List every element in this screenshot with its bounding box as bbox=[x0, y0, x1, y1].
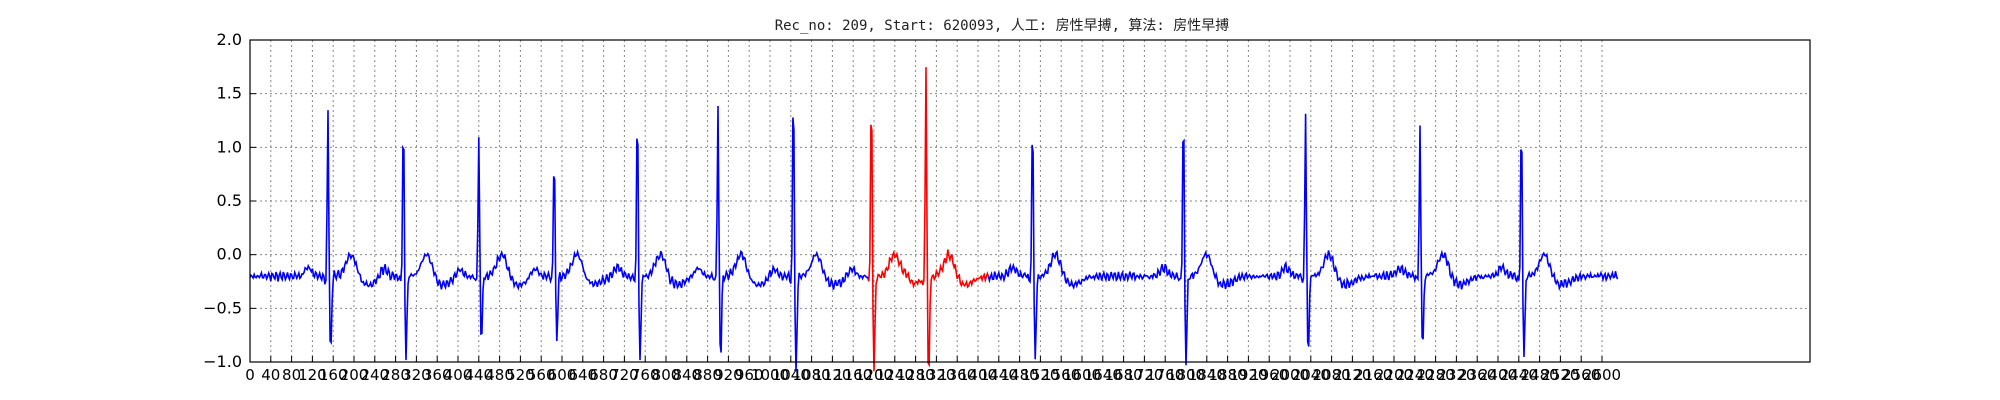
x-axis-ticks: 0 40 8012016020024028032036040044048052056… bbox=[245, 356, 1621, 384]
y-tick-label: −0.5 bbox=[203, 298, 242, 317]
x-tick-label: 320 bbox=[402, 366, 431, 384]
x-tick-label: 1560 bbox=[1042, 366, 1080, 384]
x-tick-label: 840 bbox=[672, 366, 701, 384]
x-tick-label: 2440 bbox=[1500, 366, 1538, 384]
x-tick-label: 1360 bbox=[938, 366, 976, 384]
x-tick-label: 1120 bbox=[813, 366, 851, 384]
x-tick-label: 80 bbox=[282, 366, 301, 384]
x-tick-label: 680 bbox=[589, 366, 618, 384]
x-tick-label: 2480 bbox=[1521, 366, 1559, 384]
x-tick-label: 800 bbox=[652, 366, 681, 384]
y-tick-label: 0.5 bbox=[217, 191, 242, 210]
series-line-normal-1 bbox=[249, 105, 870, 372]
x-tick-label: 1200 bbox=[855, 366, 893, 384]
x-tick-label: 400 bbox=[444, 366, 473, 384]
x-tick-label: 1080 bbox=[793, 366, 831, 384]
x-tick-label: 0 bbox=[245, 366, 255, 384]
series-line-premature-beat bbox=[868, 67, 990, 372]
x-tick-label: 160 bbox=[319, 366, 348, 384]
x-tick-label: 2280 bbox=[1417, 366, 1455, 384]
x-tick-label: 1240 bbox=[876, 366, 914, 384]
y-tick-label: 1.5 bbox=[217, 84, 242, 103]
x-tick-label: 1160 bbox=[834, 366, 872, 384]
x-tick-label: 1880 bbox=[1209, 366, 1247, 384]
x-tick-label: 2320 bbox=[1437, 366, 1475, 384]
x-tick-label: 2000 bbox=[1271, 366, 1309, 384]
x-tick-label: 1840 bbox=[1188, 366, 1226, 384]
x-tick-label: 1520 bbox=[1021, 366, 1059, 384]
x-tick-label: 1400 bbox=[959, 366, 997, 384]
x-tick-label: 1600 bbox=[1063, 366, 1101, 384]
x-tick-label: 120 bbox=[298, 366, 327, 384]
x-tick-label: 1720 bbox=[1125, 366, 1163, 384]
x-tick-label: 2040 bbox=[1292, 366, 1330, 384]
x-tick-label: 2560 bbox=[1562, 366, 1600, 384]
x-tick-label: 440 bbox=[464, 366, 493, 384]
x-tick-label: 520 bbox=[506, 366, 535, 384]
x-tick-label: 560 bbox=[527, 366, 556, 384]
x-tick-label: 2400 bbox=[1479, 366, 1517, 384]
x-tick-label: 920 bbox=[714, 366, 743, 384]
x-tick-label: 2360 bbox=[1458, 366, 1496, 384]
x-tick-label: 280 bbox=[381, 366, 410, 384]
y-tick-label: 0.0 bbox=[217, 245, 242, 264]
x-tick-label: 2600 bbox=[1583, 366, 1621, 384]
x-tick-label: 720 bbox=[610, 366, 639, 384]
grid-lines bbox=[250, 40, 1810, 362]
x-tick-label: 40 bbox=[261, 366, 280, 384]
x-tick-label: 1680 bbox=[1105, 366, 1143, 384]
x-tick-label: 760 bbox=[631, 366, 660, 384]
x-tick-label: 200 bbox=[340, 366, 369, 384]
y-tick-label: 2.0 bbox=[217, 30, 242, 49]
x-tick-label: 2120 bbox=[1333, 366, 1371, 384]
ecg-series bbox=[249, 67, 1619, 372]
x-tick-label: 2200 bbox=[1375, 366, 1413, 384]
y-tick-label: −1.0 bbox=[203, 352, 242, 371]
x-tick-label: 1320 bbox=[917, 366, 955, 384]
x-tick-label: 1760 bbox=[1146, 366, 1184, 384]
x-tick-label: 600 bbox=[548, 366, 577, 384]
x-tick-label: 1640 bbox=[1084, 366, 1122, 384]
x-tick-label: 640 bbox=[568, 366, 597, 384]
x-tick-label: 2080 bbox=[1313, 366, 1351, 384]
x-tick-label: 1000 bbox=[751, 366, 789, 384]
x-tick-label: 880 bbox=[693, 366, 722, 384]
plot-frame bbox=[249, 39, 1811, 363]
x-tick-label: 1480 bbox=[1001, 366, 1039, 384]
x-tick-label: 2520 bbox=[1541, 366, 1579, 384]
x-tick-label: 1800 bbox=[1167, 366, 1205, 384]
series-line-normal-2 bbox=[987, 113, 1619, 366]
x-tick-label: 1920 bbox=[1229, 366, 1267, 384]
y-tick-label: 1.0 bbox=[217, 137, 242, 156]
x-tick-label: 240 bbox=[360, 366, 389, 384]
x-tick-label: 1040 bbox=[772, 366, 810, 384]
x-tick-label: 1440 bbox=[980, 366, 1018, 384]
x-tick-label: 1960 bbox=[1250, 366, 1288, 384]
y-axis-ticks: −1.0 −0.5 0.0 0.5 1.0 1.5 2.0 bbox=[203, 30, 256, 371]
x-tick-label: 2240 bbox=[1396, 366, 1434, 384]
x-tick-label: 1280 bbox=[897, 366, 935, 384]
x-tick-label: 960 bbox=[735, 366, 764, 384]
x-tick-label: 360 bbox=[423, 366, 452, 384]
x-tick-label: 480 bbox=[485, 366, 514, 384]
x-tick-label: 2160 bbox=[1354, 366, 1392, 384]
chart-title: Rec_no: 209, Start: 620093, 人工: 房性早搏, 算法… bbox=[775, 17, 1230, 34]
